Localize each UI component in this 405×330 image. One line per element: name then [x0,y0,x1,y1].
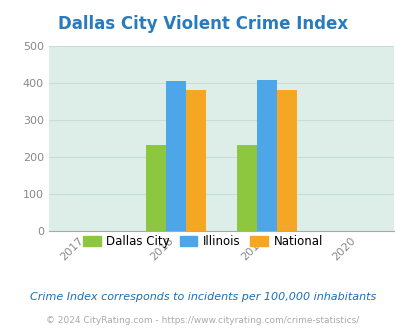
Bar [236,145,256,231]
Legend: Dallas City, Illinois, National: Dallas City, Illinois, National [78,231,327,253]
Bar [276,90,296,231]
Bar [166,81,185,231]
Bar [185,90,205,231]
Bar [256,80,276,231]
Text: Dallas City Violent Crime Index: Dallas City Violent Crime Index [58,15,347,33]
Bar [145,145,166,231]
Text: Crime Index corresponds to incidents per 100,000 inhabitants: Crime Index corresponds to incidents per… [30,292,375,302]
Text: © 2024 CityRating.com - https://www.cityrating.com/crime-statistics/: © 2024 CityRating.com - https://www.city… [46,316,359,325]
